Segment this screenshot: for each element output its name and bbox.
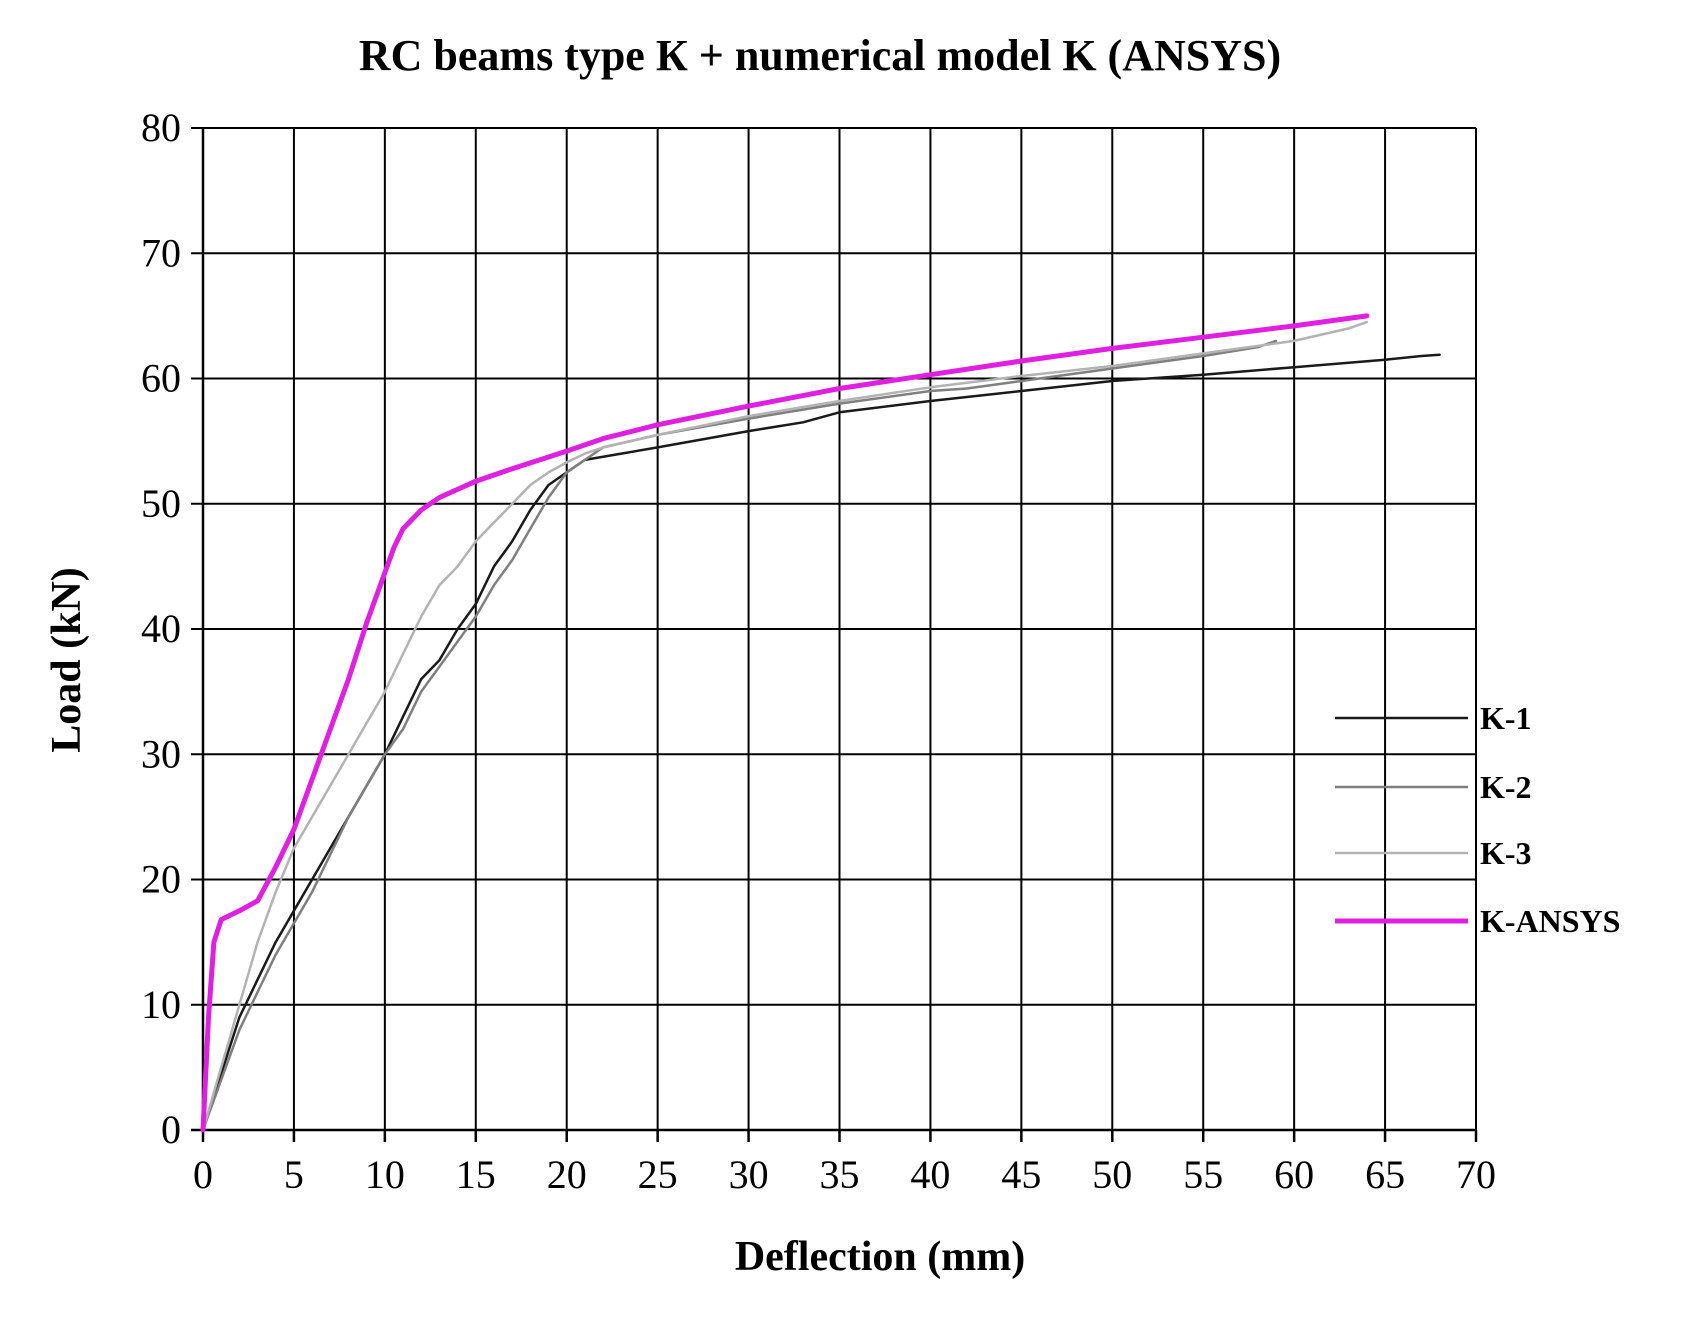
y-tick-label: 0 xyxy=(161,1107,181,1152)
x-tick-label: 50 xyxy=(1092,1152,1132,1197)
series-group xyxy=(200,313,1441,1133)
y-tick-label: 30 xyxy=(141,731,181,776)
legend: K-1 K-2 K-3 K-ANSYS xyxy=(1335,700,1620,939)
x-tick-label: 5 xyxy=(284,1152,304,1197)
x-tick-label: 15 xyxy=(456,1152,496,1197)
y-tick-label: 60 xyxy=(141,356,181,401)
x-tick-label: 45 xyxy=(1001,1152,1041,1197)
grid xyxy=(191,127,1478,1142)
y-tick-labels: 0 10 20 30 40 50 60 70 80 xyxy=(141,105,181,1152)
series-line-k-3 xyxy=(201,320,1369,1132)
x-tick-label: 10 xyxy=(365,1152,405,1197)
y-tick-label: 80 xyxy=(141,105,181,150)
x-tick-label: 60 xyxy=(1274,1152,1314,1197)
x-tick-label: 35 xyxy=(820,1152,860,1197)
x-tick-label: 70 xyxy=(1456,1152,1496,1197)
series-line-k-2 xyxy=(201,339,1278,1132)
series-line-k-1 xyxy=(201,353,1441,1132)
series-line-k-ansys xyxy=(200,313,1370,1133)
x-tick-labels: 0 5 10 15 20 25 30 35 40 45 50 55 60 65 70 xyxy=(193,1152,1496,1197)
x-axis-label: Deflection (mm) xyxy=(735,1234,1025,1280)
y-tick-label: 50 xyxy=(141,481,181,526)
chart-title: RC beams type К + numerical model K (ANS… xyxy=(359,31,1281,80)
legend-label-k-2: K-2 xyxy=(1480,769,1532,805)
y-tick-label: 40 xyxy=(141,606,181,651)
legend-label-k-ansys: K-ANSYS xyxy=(1480,903,1620,939)
y-axis-label: Load (kN) xyxy=(44,567,90,753)
y-tick-label: 20 xyxy=(141,857,181,902)
x-tick-label: 55 xyxy=(1183,1152,1223,1197)
x-tick-label: 0 xyxy=(193,1152,213,1197)
x-tick-label: 65 xyxy=(1365,1152,1405,1197)
x-tick-label: 40 xyxy=(910,1152,950,1197)
y-tick-label: 10 xyxy=(141,982,181,1027)
x-tick-label: 20 xyxy=(547,1152,587,1197)
legend-label-k-1: K-1 xyxy=(1480,700,1532,736)
legend-label-k-3: K-3 xyxy=(1480,835,1532,871)
y-tick-label: 70 xyxy=(141,230,181,275)
x-tick-label: 25 xyxy=(638,1152,678,1197)
x-tick-label: 30 xyxy=(729,1152,769,1197)
